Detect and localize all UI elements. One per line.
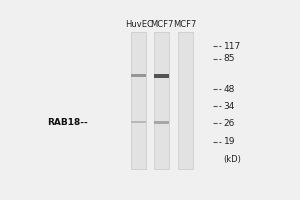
- Text: RAB18--: RAB18--: [47, 118, 88, 127]
- Bar: [131, 121, 146, 123]
- Bar: [178, 32, 193, 169]
- Text: 26: 26: [224, 119, 235, 128]
- Text: 19: 19: [224, 137, 235, 146]
- Text: MCF7: MCF7: [150, 20, 174, 29]
- Text: 48: 48: [224, 85, 235, 94]
- Text: MCF7: MCF7: [173, 20, 197, 29]
- Bar: [154, 74, 170, 78]
- Text: HuvEC: HuvEC: [125, 20, 153, 29]
- Bar: [131, 32, 146, 169]
- Text: 85: 85: [224, 54, 235, 63]
- Bar: [131, 74, 146, 77]
- Text: 34: 34: [224, 102, 235, 111]
- Text: (kD): (kD): [224, 155, 242, 164]
- Text: 117: 117: [224, 42, 241, 51]
- Bar: [154, 32, 170, 169]
- Bar: [154, 121, 170, 124]
